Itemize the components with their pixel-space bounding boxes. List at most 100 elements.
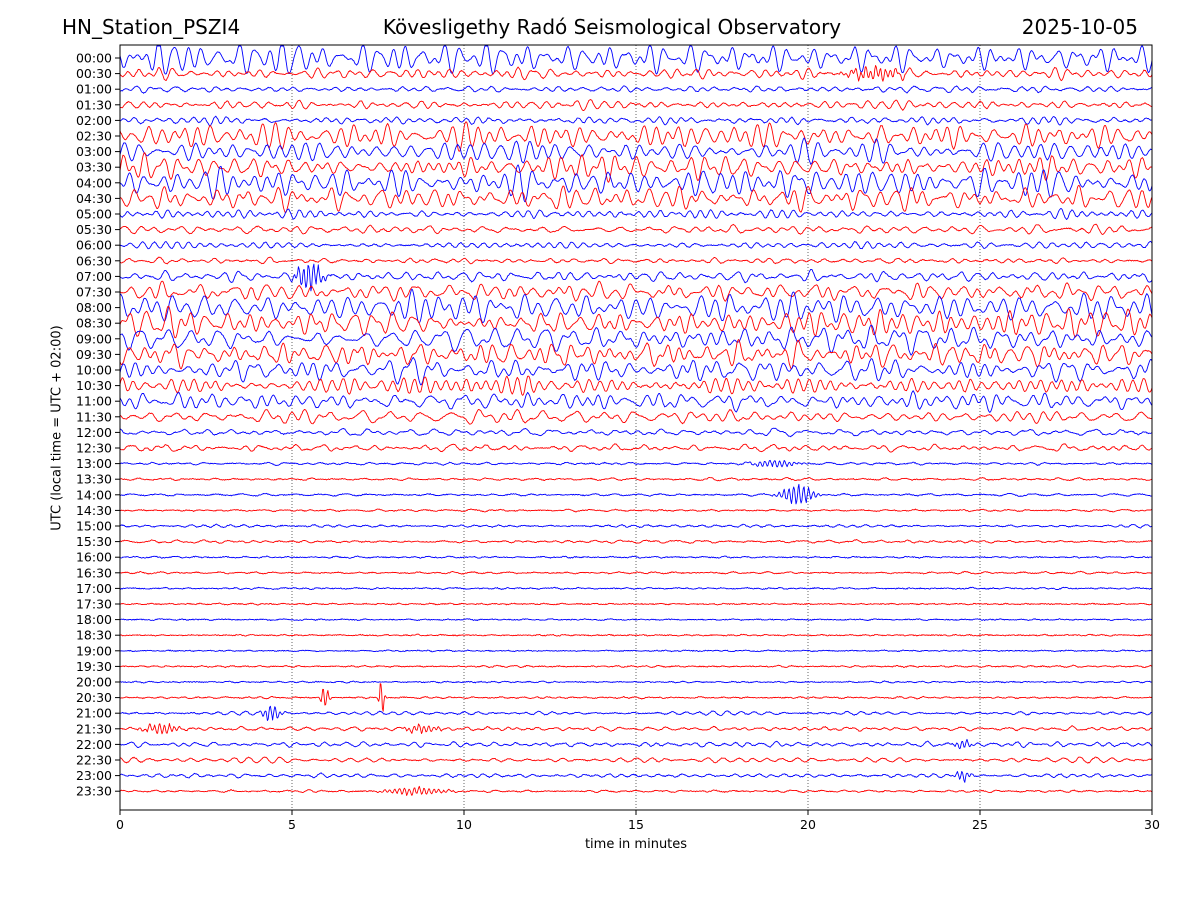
- y-tick-label: 21:00: [76, 706, 112, 721]
- y-tick-label: 10:00: [76, 363, 112, 378]
- x-tick-label: 15: [628, 817, 644, 832]
- seismogram-trace-1700: [119, 586, 1153, 591]
- y-tick-label: 08:00: [76, 300, 112, 315]
- seismogram-trace-0300: [119, 137, 1153, 165]
- seismogram-trace-0400: [119, 164, 1153, 203]
- seismogram-trace-1200: [119, 427, 1153, 438]
- seismogram-trace-0200: [119, 115, 1153, 127]
- seismogram-trace-0000: [119, 45, 1153, 75]
- seismogram-trace-0630: [119, 256, 1153, 265]
- y-tick-label: 02:30: [76, 129, 112, 144]
- plot-frame: [119, 44, 1153, 811]
- y-tick-label: 19:00: [76, 643, 112, 658]
- seismogram-trace-1030: [119, 375, 1153, 396]
- y-tick-label: 22:00: [76, 737, 112, 752]
- y-tick-label: 18:30: [76, 628, 112, 643]
- seismogram-trace-1930: [119, 664, 1153, 669]
- seismogram-trace-1230: [119, 443, 1153, 453]
- y-tick-label: 04:00: [76, 175, 112, 190]
- seismogram-trace-1830: [119, 633, 1153, 637]
- seismogram-trace-2230: [119, 756, 1153, 764]
- y-tick-label: 07:30: [76, 285, 112, 300]
- y-tick-label: 06:00: [76, 238, 112, 253]
- chart-date: 2025-10-05: [1021, 15, 1138, 39]
- y-tick-label: 02:00: [76, 113, 112, 128]
- seismogram-trace-0800: [119, 288, 1153, 324]
- y-tick-label: 06:30: [76, 253, 112, 268]
- seismogram-trace-0030: [119, 65, 1153, 82]
- y-tick-label: 01:30: [76, 97, 112, 112]
- x-tick-label: 30: [1144, 817, 1160, 832]
- seismogram-trace-1130: [119, 408, 1153, 425]
- y-tick-label: 09:30: [76, 347, 112, 362]
- seismogram-trace-2330: [119, 785, 1153, 796]
- seismogram-traces: [119, 45, 1153, 796]
- x-tick-label: 5: [288, 817, 296, 832]
- x-tick-label: 20: [800, 817, 816, 832]
- y-tick-label: 17:00: [76, 581, 112, 596]
- y-tick-label: 12:30: [76, 441, 112, 456]
- x-axis-ticks: 0 5 10 15 20 25 30: [116, 810, 1160, 832]
- seismogram-trace-2030: [119, 683, 1153, 712]
- y-tick-label: 13:00: [76, 456, 112, 471]
- seismogram-trace-2000: [119, 680, 1153, 684]
- y-tick-label: 12:00: [76, 425, 112, 440]
- y-tick-label: 09:00: [76, 331, 112, 346]
- x-grid-lines: [291, 45, 981, 810]
- seismogram-trace-1500: [119, 523, 1153, 529]
- y-tick-label: 23:00: [76, 768, 112, 783]
- y-tick-label: 18:00: [76, 612, 112, 627]
- y-tick-label: 05:30: [76, 222, 112, 237]
- seismogram-trace-1800: [119, 618, 1153, 622]
- seismogram-trace-1000: [119, 357, 1153, 386]
- y-axis-ticks: 00:0000:3001:0001:3002:0002:3003:0003:30…: [76, 51, 120, 799]
- y-tick-label: 11:00: [76, 394, 112, 409]
- seismogram-trace-0230: [119, 121, 1153, 152]
- seismogram-trace-1300: [119, 459, 1153, 468]
- y-tick-label: 17:30: [76, 597, 112, 612]
- y-tick-label: 05:00: [76, 207, 112, 222]
- y-tick-label: 21:30: [76, 721, 112, 736]
- seismogram-trace-0330: [119, 152, 1153, 183]
- seismogram-trace-1600: [120, 555, 1153, 559]
- seismogram-trace-1630: [120, 570, 1153, 575]
- y-tick-label: 16:30: [76, 565, 112, 580]
- y-tick-label: 11:30: [76, 409, 112, 424]
- y-tick-label: 16:00: [76, 550, 112, 565]
- y-tick-label: 14:30: [76, 503, 112, 518]
- seismogram-trace-1100: [119, 390, 1153, 413]
- y-axis-label: UTC (local time = UTC + 02:00): [49, 325, 65, 531]
- station-name: HN_Station_PSZI4: [62, 15, 241, 39]
- seismogram-trace-0500: [119, 208, 1153, 220]
- y-tick-label: 08:30: [76, 316, 112, 331]
- seismogram-trace-2130: [119, 723, 1153, 735]
- y-tick-label: 07:00: [76, 269, 112, 284]
- y-tick-label: 23:30: [76, 784, 112, 799]
- seismogram-trace-1400: [119, 483, 1153, 505]
- y-tick-label: 15:00: [76, 519, 112, 534]
- y-tick-label: 15:30: [76, 534, 112, 549]
- seismogram-trace-0430: [119, 184, 1153, 213]
- seismogram-trace-1530: [119, 539, 1153, 544]
- y-tick-label: 22:30: [76, 753, 112, 768]
- seismogram-trace-2300: [119, 770, 1153, 783]
- seismogram-trace-1730: [119, 602, 1153, 606]
- chart-title: Kövesligethy Radó Seismological Observat…: [382, 15, 842, 39]
- seismogram-trace-1900: [119, 649, 1153, 653]
- x-tick-label: 0: [116, 817, 124, 832]
- y-tick-label: 10:30: [76, 378, 112, 393]
- y-tick-label: 00:30: [76, 66, 112, 81]
- x-tick-label: 10: [456, 817, 472, 832]
- seismogram-trace-0900: [119, 324, 1153, 356]
- x-axis-label: time in minutes: [584, 837, 688, 852]
- seismogram-trace-0730: [119, 280, 1153, 302]
- seismogram-trace-0930: [119, 339, 1153, 370]
- x-tick-label: 25: [972, 817, 988, 832]
- seismogram-trace-0100: [119, 85, 1153, 94]
- seismogram-trace-2100: [119, 705, 1153, 722]
- y-tick-label: 01:00: [76, 82, 112, 97]
- y-tick-label: 04:30: [76, 191, 112, 206]
- y-tick-label: 20:30: [76, 690, 112, 705]
- seismogram-trace-2200: [119, 738, 1153, 750]
